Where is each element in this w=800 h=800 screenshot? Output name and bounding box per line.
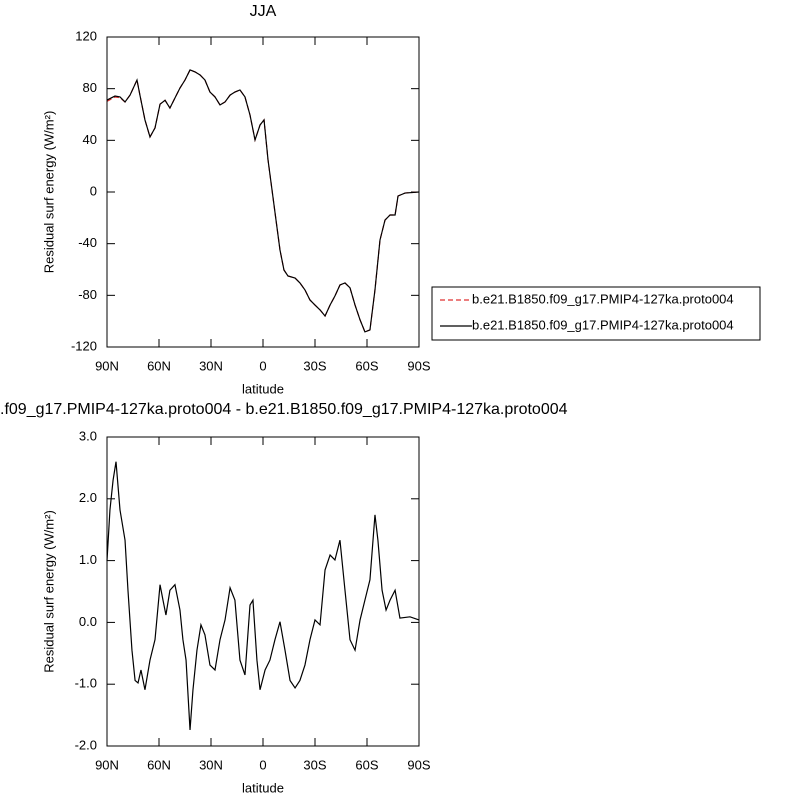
x-tick-label: 30S <box>303 358 326 373</box>
y-tick-label: 0.0 <box>79 614 97 629</box>
chart-title: .f09_g17.PMIP4-127ka.proto004 - b.e21.B1… <box>0 401 568 418</box>
y-tick-label: 120 <box>75 28 97 43</box>
x-tick-label: 90S <box>407 358 430 373</box>
y-tick-label: -40 <box>78 235 97 250</box>
x-tick-label: 0 <box>259 358 266 373</box>
y-tick-label: -80 <box>78 287 97 302</box>
x-axis-label: latitude <box>242 381 284 396</box>
y-axis-label: Residual surf energy (W/m²) <box>41 510 56 673</box>
x-tick-label: 90N <box>95 358 119 373</box>
y-axis-label: Residual surf energy (W/m²) <box>41 111 56 274</box>
x-tick-label: 30N <box>199 757 223 772</box>
y-tick-label: -1.0 <box>75 676 97 691</box>
data-line <box>106 461 420 730</box>
x-tick-label: 60N <box>147 358 171 373</box>
x-tick-label: 0 <box>259 757 266 772</box>
x-tick-label: 30S <box>303 757 326 772</box>
plot-frame <box>106 436 420 747</box>
x-tick-label: 60S <box>355 757 378 772</box>
y-tick-label: -120 <box>71 338 97 353</box>
y-tick-label: 3.0 <box>79 428 97 443</box>
x-tick-label: 60N <box>147 757 171 772</box>
x-tick-label: 90S <box>407 757 430 772</box>
x-tick-label: 60S <box>355 358 378 373</box>
y-tick-label: 40 <box>83 132 97 147</box>
y-tick-label: 2.0 <box>79 490 97 505</box>
y-tick-label: -2.0 <box>75 737 97 752</box>
legend-label: b.e21.B1850.f09_g17.PMIP4-127ka.proto004 <box>472 317 734 332</box>
plot-frame <box>106 36 420 348</box>
x-tick-label: 90N <box>95 757 119 772</box>
legend-label: b.e21.B1850.f09_g17.PMIP4-127ka.proto004 <box>472 291 734 306</box>
data-line <box>106 69 420 333</box>
data-line <box>106 69 420 333</box>
y-tick-label: 80 <box>83 80 97 95</box>
chart-title: JJA <box>250 3 277 20</box>
x-axis-label: latitude <box>242 780 284 795</box>
legend-box <box>431 286 761 341</box>
y-tick-label: 0 <box>90 183 97 198</box>
x-tick-label: 30N <box>199 358 223 373</box>
y-tick-label: 1.0 <box>79 552 97 567</box>
